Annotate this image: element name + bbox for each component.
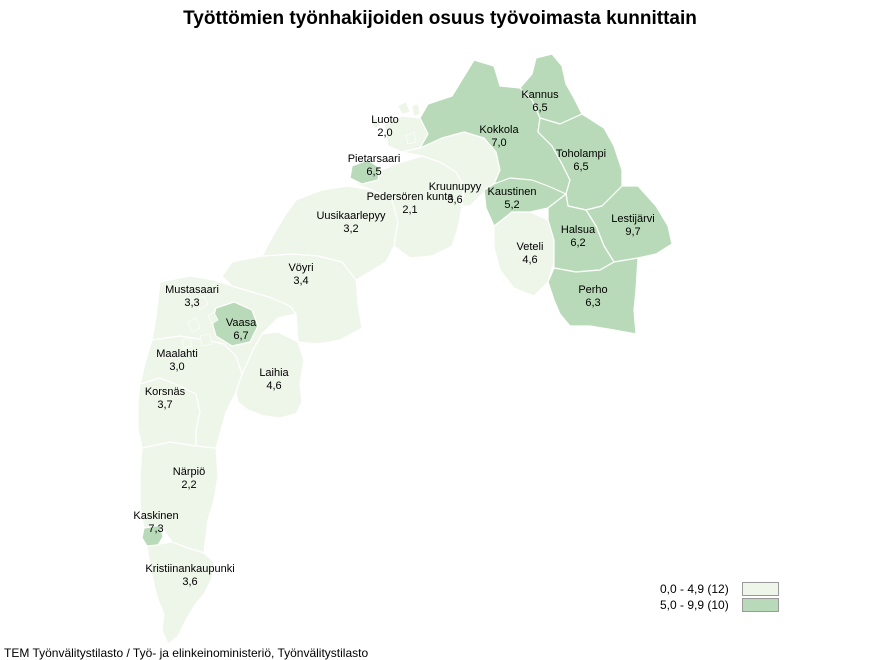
municipality-name-label: Kruunupyy (429, 181, 482, 193)
municipality-name-label: Toholampi (556, 148, 606, 160)
legend-label: 5,0 - 9,9 (10) (660, 598, 729, 612)
municipality-value-label: 6,3 (585, 297, 600, 309)
municipality-uusikaarlepyy (261, 185, 399, 281)
municipality-name-label: Mustasaari (165, 284, 219, 296)
source-note: TEM Työnvälitystilasto / Työ- ja elinkei… (4, 646, 369, 660)
municipality-name-label: Halsua (561, 224, 596, 236)
municipality-name-label: Pedersören kunta (367, 191, 455, 203)
municipality-name-label: Lestijärvi (611, 213, 654, 225)
municipality-name-label: Uusikaarlepyy (316, 210, 386, 222)
municipality-name-label: Korsnäs (145, 386, 186, 398)
legend-label: 0,0 - 4,9 (12) (660, 582, 729, 596)
municipality-value-label: 2,1 (402, 204, 417, 216)
municipality-value-label: 3,2 (343, 223, 358, 235)
municipality-name-label: Kannus (521, 89, 559, 101)
municipality-value-label: 6,7 (233, 330, 248, 342)
map-title: Työttömien työnhakijoiden osuus työvoima… (183, 8, 697, 29)
municipality-value-label: 3,4 (293, 275, 308, 287)
municipality-value-label: 3,0 (169, 361, 184, 373)
legend: 0,0 - 4,9 (12) 5,0 - 9,9 (10) (660, 581, 779, 613)
municipality-value-label: 3,6 (447, 194, 462, 206)
municipality-name-label: Kristiinankaupunki (145, 563, 234, 575)
municipality-name-label: Vöyri (288, 262, 313, 274)
municipality-value-label: 3,3 (184, 297, 199, 309)
municipality-value-label: 6,5 (573, 161, 588, 173)
municipality-value-label: 6,2 (570, 237, 585, 249)
municipality-value-label: 6,5 (532, 102, 547, 114)
municipality-name-label: Kaskinen (133, 510, 178, 522)
municipality-value-label: 5,2 (504, 199, 519, 211)
municipality-name-label: Kokkola (479, 124, 519, 136)
municipality-perho (547, 257, 639, 335)
municipality-value-label: 3,6 (182, 576, 197, 588)
legend-swatch-high (742, 598, 779, 612)
municipality-name-label: Luoto (371, 114, 399, 126)
legend-item-low: 0,0 - 4,9 (12) (660, 581, 779, 597)
legend-swatch-low (742, 582, 779, 596)
municipality-value-label: 7,0 (491, 137, 506, 149)
municipality-value-label: 4,6 (522, 254, 537, 266)
municipality-value-label: 9,7 (625, 226, 640, 238)
municipality-name-label: Pietarsaari (348, 153, 401, 165)
municipality-name-label: Närpiö (173, 466, 205, 478)
legend-item-high: 5,0 - 9,9 (10) (660, 597, 779, 613)
municipality-name-label: Laihia (259, 367, 289, 379)
municipality-value-label: 3,7 (157, 399, 172, 411)
municipality-vaasa (211, 301, 259, 347)
municipality-name-label: Kaustinen (488, 186, 537, 198)
municipality-kannus (519, 53, 583, 125)
municipality-value-label: 7,3 (148, 523, 163, 535)
municipality-value-label: 2,0 (377, 127, 392, 139)
municipality-pedersoren-kunta (355, 155, 465, 259)
municipality-name-label: Vaasa (226, 317, 257, 329)
municipality-pietarsaari (349, 159, 381, 185)
municipality-value-label: 4,6 (266, 380, 281, 392)
municipality-name-label: Maalahti (156, 348, 198, 360)
municipality-name-label: Perho (578, 284, 607, 296)
municipality-value-label: 2,2 (181, 479, 196, 491)
archipelago-islets (181, 101, 421, 349)
municipality-kristiinankaupunki (146, 541, 215, 645)
municipality-name-label: Veteli (517, 241, 544, 253)
municipality-laihia (235, 331, 305, 419)
municipality-value-label: 6,5 (366, 166, 381, 178)
